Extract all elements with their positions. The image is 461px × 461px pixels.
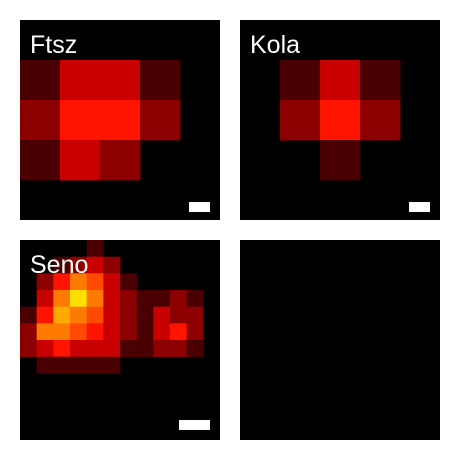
scale-bar bbox=[179, 420, 210, 430]
heatmap-cell bbox=[280, 100, 321, 141]
heatmap-cell bbox=[70, 290, 88, 308]
panel-title-kola: Kola bbox=[250, 31, 301, 59]
heatmap-seno bbox=[20, 240, 204, 374]
heatmap-cell bbox=[20, 100, 61, 141]
heatmap-cell bbox=[20, 340, 38, 358]
heatmap-panel-ftsz: Ftsz bbox=[20, 20, 220, 220]
heatmap-cell bbox=[186, 290, 204, 308]
heatmap-cell bbox=[86, 240, 104, 258]
heatmap-cell bbox=[170, 340, 188, 358]
heatmap-cell bbox=[136, 340, 154, 358]
heatmap-cell bbox=[36, 356, 54, 374]
heatmap-cell bbox=[103, 273, 121, 291]
heatmap-cell bbox=[103, 340, 121, 358]
heatmap-cell bbox=[360, 100, 401, 141]
heatmap-cell bbox=[103, 323, 121, 341]
heatmap-cell bbox=[136, 290, 154, 308]
heatmap-cell bbox=[136, 323, 154, 341]
heatmap-cell bbox=[120, 273, 138, 291]
scale-bar bbox=[409, 202, 430, 212]
heatmap-cell bbox=[53, 340, 71, 358]
heatmap-cell bbox=[100, 140, 141, 181]
heatmap-cell bbox=[153, 340, 171, 358]
heatmap-ftsz bbox=[20, 60, 181, 181]
panel-title-ftsz: Ftsz bbox=[30, 31, 78, 59]
heatmap-cell bbox=[70, 273, 88, 291]
heatmap-cell bbox=[70, 323, 88, 341]
heatmap-cell bbox=[136, 306, 154, 324]
heatmap-cell bbox=[20, 323, 38, 341]
scale-bar bbox=[189, 202, 210, 212]
heatmap-cell bbox=[120, 290, 138, 308]
heatmap-cell bbox=[170, 323, 188, 341]
panel-title-seno: Seno bbox=[30, 251, 89, 279]
heatmap-cell bbox=[86, 356, 104, 374]
heatmap-cell bbox=[320, 60, 361, 101]
heatmap-cell bbox=[20, 140, 61, 181]
heatmap-cell bbox=[36, 323, 54, 341]
heatmap-cell bbox=[36, 273, 54, 291]
heatmap-cell bbox=[53, 306, 71, 324]
heatmap-cell bbox=[36, 306, 54, 324]
heatmap-cell bbox=[86, 306, 104, 324]
heatmap-cell bbox=[86, 323, 104, 341]
heatmap-cell bbox=[153, 306, 171, 324]
heatmap-cell bbox=[70, 306, 88, 324]
heatmap-cell bbox=[280, 60, 321, 101]
heatmap-cell bbox=[60, 140, 101, 181]
heatmap-cell bbox=[320, 100, 361, 141]
heatmap-cell bbox=[86, 290, 104, 308]
heatmap-cell bbox=[170, 290, 188, 308]
heatmap-cell bbox=[103, 256, 121, 274]
heatmap-cell bbox=[20, 306, 38, 324]
heatmap-cell bbox=[60, 100, 101, 141]
heatmap-cell bbox=[103, 290, 121, 308]
heatmap-cell bbox=[153, 323, 171, 341]
heatmap-cell bbox=[53, 323, 71, 341]
heatmap-cell bbox=[53, 273, 71, 291]
heatmap-cell bbox=[70, 356, 88, 374]
heatmap-cell bbox=[186, 340, 204, 358]
heatmap-cell bbox=[53, 256, 71, 274]
heatmap-cell bbox=[20, 60, 61, 101]
heatmap-cell bbox=[86, 256, 104, 274]
heatmap-cell bbox=[186, 306, 204, 324]
heatmap-cell bbox=[60, 60, 101, 101]
heatmap-cell bbox=[36, 340, 54, 358]
heatmap-cell bbox=[70, 256, 88, 274]
heatmap-cell bbox=[100, 100, 141, 141]
heatmap-cell bbox=[86, 273, 104, 291]
heatmap-cell bbox=[360, 60, 401, 101]
heatmap-cell bbox=[320, 140, 361, 181]
heatmap-panel-empty bbox=[240, 240, 440, 440]
heatmap-empty bbox=[240, 240, 440, 440]
heatmap-cell bbox=[170, 306, 188, 324]
heatmap-cell bbox=[53, 290, 71, 308]
heatmap-cell bbox=[120, 306, 138, 324]
heatmap-panel-seno: Seno bbox=[20, 240, 220, 440]
heatmap-cell bbox=[140, 100, 181, 141]
heatmap-cell bbox=[53, 356, 71, 374]
heatmap-cell bbox=[120, 340, 138, 358]
heatmap-cell bbox=[153, 290, 171, 308]
heatmap-cell bbox=[103, 356, 121, 374]
heatmap-cell bbox=[86, 340, 104, 358]
heatmap-kola bbox=[280, 60, 401, 181]
heatmap-cell bbox=[140, 60, 181, 101]
heatmap-cell bbox=[103, 306, 121, 324]
heatmap-cell bbox=[70, 340, 88, 358]
heatmap-cell bbox=[36, 290, 54, 308]
heatmap-panel-kola: Kola bbox=[240, 20, 440, 220]
heatmap-cell bbox=[186, 323, 204, 341]
heatmap-cell bbox=[120, 323, 138, 341]
heatmap-cell bbox=[100, 60, 141, 101]
